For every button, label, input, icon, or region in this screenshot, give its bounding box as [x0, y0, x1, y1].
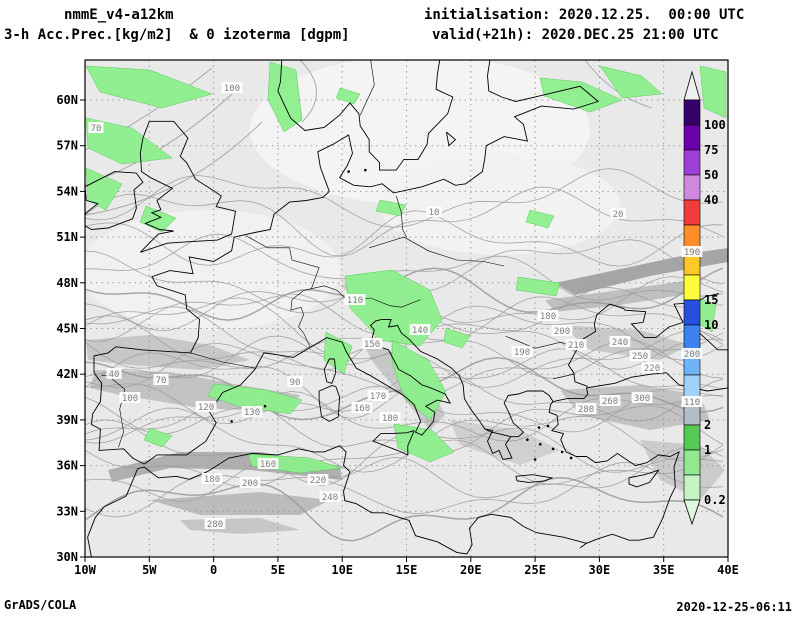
contour-label: 100 [122, 394, 138, 404]
contour-label: 20 [613, 210, 624, 220]
lat-axis-label: 33N [56, 504, 78, 518]
lat-axis-label: 57N [56, 139, 78, 153]
contour-label: 200 [554, 327, 570, 337]
contour-label: 220 [310, 476, 326, 486]
colorbar-label: 50 [704, 168, 718, 182]
contour-label: 140 [412, 326, 428, 336]
colorbar-label: 15 [704, 293, 718, 307]
lat-axis-label: 45N [56, 322, 78, 336]
colorbar-label: 40 [704, 193, 718, 207]
lon-axis-label: 20E [460, 563, 482, 577]
colorbar-label: 2 [704, 418, 711, 432]
contour-label: 10 [429, 208, 440, 218]
contour-label: 190 [684, 248, 700, 258]
contour-label: 180 [204, 475, 220, 485]
contour-label: 130 [244, 408, 260, 418]
init-time-label: initialisation: 2020.12.25. 00:00 UTC [424, 7, 745, 23]
contour-label: 250 [632, 352, 648, 362]
contour-label: 200 [242, 479, 258, 489]
lat-axis-label: 30N [56, 550, 78, 564]
colorbar-label: 10 [704, 318, 718, 332]
valid-time-label: valid(+21h): 2020.DEC.25 21:00 UTC [432, 27, 719, 43]
contour-label: 280 [578, 405, 594, 415]
colorbar-label: 75 [704, 143, 718, 157]
contour-label: 120 [198, 403, 214, 413]
lat-axis-label: 51N [56, 230, 78, 244]
contour-label: 90 [290, 378, 301, 388]
lon-axis-label: 10W [74, 563, 96, 577]
lon-axis-label: 40E [717, 563, 739, 577]
lat-axis-label: 39N [56, 413, 78, 427]
map-interior: 100 75 50 40 15 10 2 1 0.2 70 100 10 20 40 70 90 100 120 1… [85, 60, 728, 557]
lat-axis-label: 36N [56, 459, 78, 473]
model-title: nmmE_v4-a12km [64, 7, 174, 23]
contour-label: 180 [382, 414, 398, 424]
colorbar: 100 75 50 40 15 10 2 1 0.2 [683, 70, 726, 526]
contour-label: 200 [684, 350, 700, 360]
contour-label: 220 [644, 364, 660, 374]
colorbar-label: 1 [704, 443, 711, 457]
contour-label: 70 [91, 124, 102, 134]
lon-axis-label: 15E [396, 563, 418, 577]
lon-axis-label: 25E [524, 563, 546, 577]
contour-label: 150 [364, 340, 380, 350]
grads-credit: GrADS/COLA [4, 598, 77, 612]
colorbar-label: 0.2 [704, 493, 726, 507]
contour-label: 240 [322, 493, 338, 503]
contour-label: 110 [347, 296, 363, 306]
contour-label: 280 [207, 520, 223, 530]
lon-axis-label: 5W [142, 563, 157, 577]
lat-axis-label: 54N [56, 184, 78, 198]
contour-label: 180 [540, 312, 556, 322]
contour-label: 210 [568, 341, 584, 351]
field-title: 3-h Acc.Prec.[kg/m2] & 0 izoterma [dgpm] [4, 27, 350, 43]
contour-label: 160 [260, 460, 276, 470]
lon-axis-label: 10E [331, 563, 353, 577]
lat-axis-label: 48N [56, 276, 78, 290]
contour-label: 70 [156, 376, 167, 386]
lat-axis-label: 60N [56, 93, 78, 107]
contour-label: 100 [224, 84, 240, 94]
contour-label: 240 [612, 338, 628, 348]
lon-axis-label: 30E [589, 563, 611, 577]
lon-axis-label: 0 [210, 563, 217, 577]
lon-axis-label: 35E [653, 563, 675, 577]
contour-label: 300 [634, 394, 650, 404]
contour-label: 260 [602, 397, 618, 407]
lon-axis-label: 5E [271, 563, 285, 577]
contour-label: 40 [109, 370, 120, 380]
contour-label: 170 [370, 392, 386, 402]
contour-label: 110 [684, 398, 700, 408]
colorbar-label: 100 [704, 118, 726, 132]
contour-label: 190 [514, 348, 530, 358]
contour-label: 160 [354, 404, 370, 414]
lat-axis-label: 42N [56, 367, 78, 381]
plot-timestamp: 2020-12-25-06:11 [676, 600, 792, 614]
